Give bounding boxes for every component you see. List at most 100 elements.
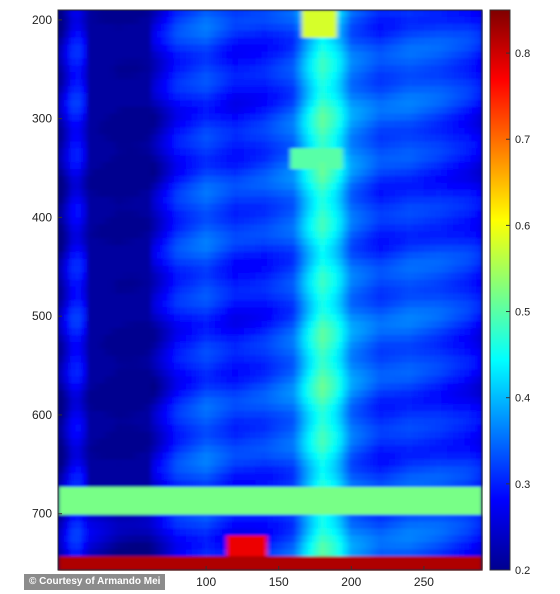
heatmap-cell	[58, 86, 65, 94]
heatmap-cell	[81, 417, 88, 426]
heatmap-cell	[284, 120, 291, 129]
heatmap-cell	[58, 189, 65, 198]
heatmap-cell	[156, 134, 164, 142]
heatmap-cell	[232, 300, 239, 308]
heatmap-cell	[58, 37, 65, 46]
heatmap-cell	[214, 397, 222, 405]
heatmap-cell	[110, 404, 117, 412]
heatmap-cell	[435, 410, 442, 419]
heatmap-cell	[476, 16, 483, 25]
heatmap-cell	[464, 182, 471, 191]
heatmap-cell	[441, 293, 448, 301]
heatmap-cell	[168, 362, 175, 371]
heatmap-cell	[267, 37, 274, 46]
heatmap-cell	[58, 279, 65, 288]
heatmap-cell	[87, 196, 94, 205]
heatmap-cell	[116, 348, 123, 357]
heatmap-cell	[191, 44, 198, 53]
heatmap-cell	[127, 424, 135, 433]
heatmap-cell	[168, 258, 175, 267]
heatmap-cell	[412, 127, 419, 136]
heatmap-cell	[209, 10, 216, 18]
heatmap-cell	[423, 72, 431, 80]
heatmap-cell	[58, 65, 65, 73]
heatmap-cell	[226, 30, 233, 39]
heatmap-cell	[220, 99, 228, 108]
heatmap-cell	[441, 65, 448, 73]
heatmap-cell	[220, 369, 228, 378]
heatmap-cell	[116, 37, 123, 46]
heatmap-cell	[261, 86, 268, 94]
heatmap-cell	[255, 51, 262, 59]
heatmap-cell	[174, 51, 181, 59]
heatmap-cell	[98, 431, 106, 440]
heatmap-cell	[63, 72, 71, 80]
heatmap-cell	[371, 10, 379, 18]
heatmap-cell	[243, 155, 251, 163]
heatmap-cell	[307, 258, 315, 267]
heatmap-cell	[179, 480, 187, 488]
heatmap-cell	[110, 231, 117, 239]
heatmap-cell	[116, 265, 123, 274]
heatmap-cell	[179, 265, 187, 274]
heatmap-cell	[447, 473, 454, 481]
heatmap-cell	[185, 16, 193, 25]
heatmap-cell	[400, 279, 408, 288]
heatmap-cell	[412, 72, 419, 80]
heatmap-cell	[354, 376, 361, 384]
heatmap-cell	[307, 376, 315, 384]
heatmap-cell	[354, 196, 361, 205]
heatmap-cell	[150, 424, 158, 433]
heatmap-cell	[81, 217, 88, 225]
heatmap-cell	[139, 334, 146, 343]
heatmap-cell	[249, 37, 257, 46]
heatmap-cell	[179, 175, 187, 184]
heatmap-cell	[69, 155, 77, 163]
heatmap-cell	[354, 473, 361, 481]
heatmap-cell	[174, 362, 181, 371]
heatmap-cell	[226, 148, 233, 156]
heatmap-cell	[319, 424, 326, 433]
heatmap-cell	[87, 307, 94, 315]
heatmap-cell	[330, 334, 338, 343]
heatmap-cell	[150, 10, 158, 18]
heatmap-cell	[458, 417, 466, 426]
heatmap-cell	[272, 459, 280, 467]
heatmap-cell	[209, 321, 216, 329]
heatmap-cell	[58, 203, 65, 212]
heatmap-cell	[133, 334, 140, 343]
heatmap-cell	[423, 258, 431, 267]
heatmap-cell	[319, 72, 326, 80]
heatmap-cell	[458, 16, 466, 25]
heatmap-cell	[336, 321, 344, 329]
heatmap-cell	[232, 452, 239, 460]
heatmap-cell	[203, 196, 210, 205]
heatmap-cell	[458, 99, 466, 108]
heatmap-cell	[342, 65, 350, 73]
heatmap-cell	[185, 376, 193, 384]
heatmap-cell	[238, 480, 245, 488]
heatmap-cell	[313, 231, 320, 239]
heatmap-cell	[139, 265, 146, 274]
heatmap-cell	[307, 30, 315, 39]
heatmap-cell	[435, 65, 442, 73]
heatmap-cell	[116, 99, 123, 108]
heatmap-cell	[238, 369, 245, 378]
heatmap-cell	[383, 279, 390, 288]
heatmap-cell	[98, 369, 106, 378]
heatmap-cell	[69, 113, 77, 122]
heatmap-cell	[441, 383, 448, 391]
heatmap-cell	[209, 58, 216, 66]
heatmap-cell	[278, 424, 286, 433]
heatmap-cell	[81, 424, 88, 433]
heatmap-cell	[301, 355, 309, 364]
heatmap-cell	[313, 23, 320, 32]
heatmap-cell	[301, 120, 309, 129]
heatmap-cell	[365, 72, 373, 80]
heatmap-cell	[272, 37, 280, 46]
heatmap-cell	[313, 224, 320, 232]
heatmap-cell	[464, 169, 471, 177]
heatmap-cell	[232, 397, 239, 405]
heatmap-cell	[197, 265, 204, 274]
heatmap-cell	[389, 155, 396, 163]
